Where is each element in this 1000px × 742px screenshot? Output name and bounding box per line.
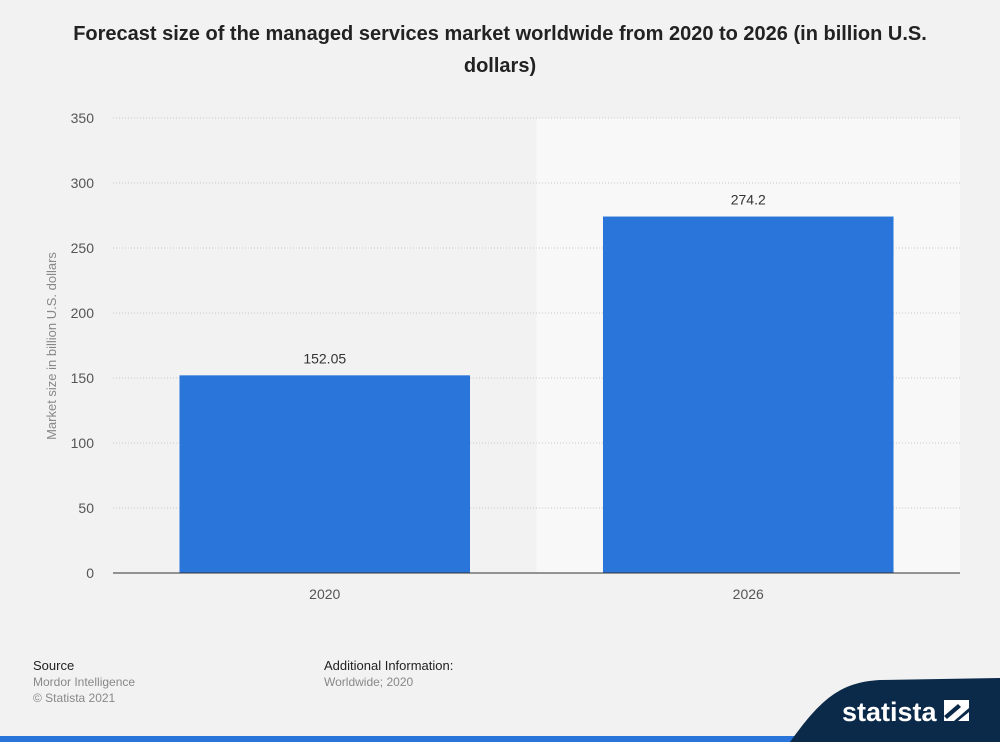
- y-tick-label: 250: [71, 240, 95, 256]
- x-tick-label-2020: 2020: [309, 586, 340, 602]
- bar-2020[interactable]: [179, 375, 471, 573]
- footer-accent-stripe: [0, 736, 1000, 742]
- source-block: Source Mordor Intelligence © Statista 20…: [33, 658, 135, 706]
- y-tick-label: 100: [71, 435, 95, 451]
- y-tick-label: 200: [71, 305, 95, 321]
- additional-info-text: Worldwide; 2020: [324, 675, 414, 689]
- y-tick-label: 350: [71, 110, 95, 126]
- copyright-text: © Statista 2021: [33, 691, 116, 705]
- additional-info-heading[interactable]: Additional Information:: [324, 658, 454, 673]
- y-axis-ticks: 0 50 100 150 200 250 300 350: [71, 110, 95, 581]
- source-heading: Source: [33, 658, 75, 673]
- data-label-2026: 274.2: [731, 192, 766, 208]
- data-label-2020: 152.05: [303, 350, 346, 366]
- chart-title: Forecast size of the managed services ma…: [73, 23, 927, 77]
- x-axis-ticks: 2020 2026: [309, 586, 764, 602]
- y-tick-label: 50: [78, 500, 94, 516]
- data-labels: 152.05 274.2: [303, 192, 766, 367]
- y-tick-label: 300: [71, 175, 95, 191]
- additional-info-block: Additional Information: Worldwide; 2020: [324, 658, 453, 690]
- y-tick-label: 0: [86, 565, 94, 581]
- x-tick-label-2026: 2026: [733, 586, 764, 602]
- y-axis-title: Market size in billion U.S. dollars: [44, 252, 59, 440]
- source-name[interactable]: Mordor Intelligence: [33, 675, 136, 689]
- y-tick-label: 150: [71, 370, 95, 386]
- statista-logo-icon: [944, 700, 969, 721]
- bars: [179, 216, 894, 574]
- statista-wordmark[interactable]: statista: [842, 697, 938, 727]
- bar-2026[interactable]: [602, 216, 894, 574]
- footer-brand-band: [790, 678, 1000, 742]
